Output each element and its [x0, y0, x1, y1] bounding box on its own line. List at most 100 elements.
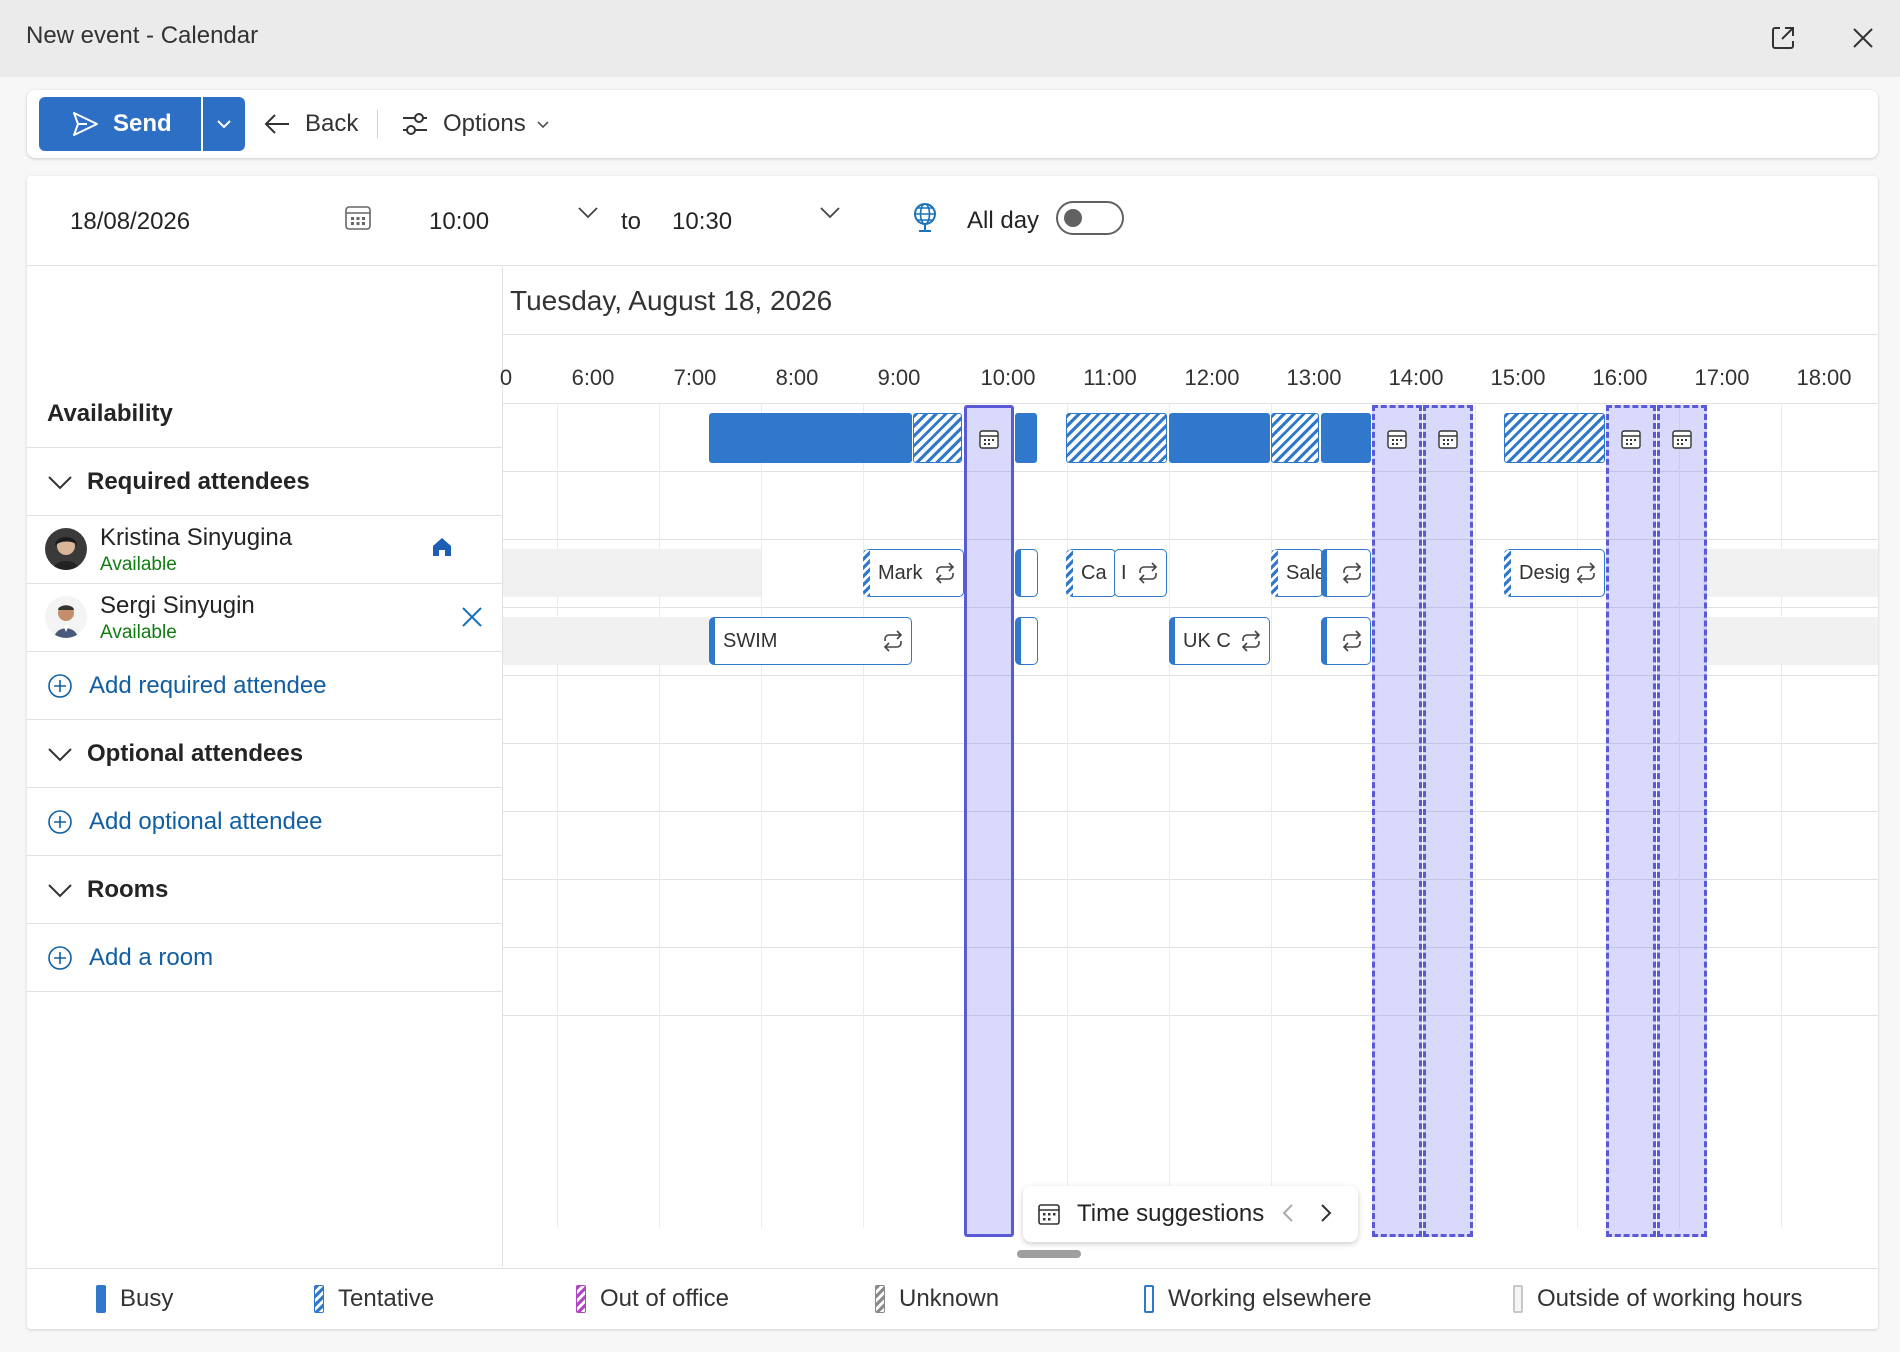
- availability-tentative-block: [1066, 413, 1167, 463]
- availability-row: Availability: [27, 380, 503, 448]
- attendee-row-kristina[interactable]: Kristina Sinyugina Available: [27, 516, 503, 584]
- avatar-sergi: [45, 596, 87, 638]
- options-label: Options: [443, 110, 526, 137]
- row-line: [503, 539, 1878, 540]
- event-label: Desig: [1519, 561, 1571, 584]
- chevron-left-icon[interactable]: [1281, 1202, 1295, 1224]
- grid-divider: [503, 334, 1878, 335]
- suggested-slot[interactable]: [1657, 405, 1707, 1237]
- hour-line: [761, 403, 762, 1228]
- scheduling-card: 18/08/2026 10:00 to 10:30 All day Availa…: [27, 176, 1878, 1329]
- event-block[interactable]: Ca: [1066, 549, 1116, 597]
- outside-working-hours: [1703, 617, 1878, 665]
- arrow-left-icon: [264, 114, 289, 134]
- options-button[interactable]: Options: [401, 97, 550, 151]
- event-block[interactable]: [1015, 617, 1038, 665]
- all-day-label: All day: [967, 207, 1040, 234]
- hour-line: [1679, 403, 1680, 1228]
- send-label: Send: [113, 110, 172, 137]
- row-line: [503, 947, 1878, 948]
- calendar-icon: [1438, 430, 1458, 449]
- attendee-row-sergi[interactable]: Sergi Sinyugin Available: [27, 584, 503, 652]
- availability-tentative-block: [1271, 413, 1319, 463]
- title-bar: New event - Calendar: [0, 0, 1900, 77]
- hour-label: 17:00: [1694, 365, 1750, 390]
- event-block[interactable]: Mark: [863, 549, 964, 597]
- close-button[interactable]: [1843, 18, 1883, 58]
- add-required-attendee[interactable]: Add required attendee: [27, 652, 503, 720]
- hour-label: 14:00: [1388, 365, 1444, 390]
- calendar-icon: [979, 430, 999, 449]
- row-line: [503, 1015, 1878, 1016]
- row-line: [503, 607, 1878, 608]
- availability-busy-block: [1321, 413, 1371, 463]
- event-block[interactable]: UK C: [1169, 617, 1270, 665]
- scheduling-grid[interactable]: Tuesday, August 18, 2026 0 6:00 7:00 8:0…: [500, 267, 1878, 1267]
- legend-label: Tentative: [338, 1285, 435, 1312]
- outside-working-hours-swatch: [1513, 1285, 1523, 1313]
- start-date-field[interactable]: 18/08/2026: [70, 208, 191, 235]
- current-meeting-slot[interactable]: [964, 405, 1014, 1237]
- out-of-office-swatch: [576, 1285, 586, 1313]
- calendar-icon[interactable]: [343, 202, 373, 232]
- pop-out-button[interactable]: [1763, 18, 1803, 58]
- attendee-name: Kristina Sinyugina: [100, 524, 293, 551]
- toggle-knob: [1064, 209, 1082, 227]
- grid-date-header: Tuesday, August 18, 2026: [510, 285, 833, 316]
- event-block[interactable]: Desig: [1504, 549, 1605, 597]
- send-icon: [73, 112, 98, 136]
- add-circle-icon: [48, 673, 72, 698]
- start-time-field[interactable]: 10:00: [429, 208, 490, 235]
- suggested-slot[interactable]: [1423, 405, 1473, 1237]
- back-button[interactable]: Back: [263, 97, 358, 151]
- attendee-panel: Availability Required attendees Kristina…: [27, 267, 503, 1267]
- suggested-slot[interactable]: [1606, 405, 1656, 1237]
- add-optional-attendee[interactable]: Add optional attendee: [27, 788, 503, 856]
- calendar-icon: [1038, 1204, 1060, 1225]
- pop-out-icon: [1772, 27, 1794, 49]
- remove-attendee-icon[interactable]: [461, 606, 483, 628]
- legend-label: Out of office: [600, 1285, 729, 1312]
- start-time-chevron-icon[interactable]: [577, 202, 599, 222]
- recurring-icon: [1138, 562, 1158, 584]
- recurring-icon: [1342, 630, 1362, 652]
- event-label: SWIM: [723, 629, 778, 652]
- end-time-field[interactable]: 10:30: [672, 208, 733, 235]
- suggested-slot[interactable]: [1372, 405, 1422, 1237]
- event-block[interactable]: [1015, 549, 1038, 597]
- availability-busy-block: [1169, 413, 1270, 463]
- event-block[interactable]: Sale: [1271, 549, 1323, 597]
- event-block[interactable]: [1321, 617, 1371, 665]
- hour-label: 18:00: [1796, 365, 1852, 390]
- chevron-down-icon: [217, 120, 231, 129]
- hour-label: 9:00: [877, 365, 921, 390]
- chevron-down-icon: [537, 120, 549, 128]
- all-day-toggle[interactable]: [1056, 201, 1124, 235]
- event-label: Sale: [1286, 561, 1323, 584]
- time-zone-globe-icon[interactable]: [910, 200, 940, 234]
- add-room[interactable]: Add a room: [27, 924, 503, 992]
- chevron-down-icon: [48, 747, 72, 761]
- outside-working-hours: [503, 549, 761, 597]
- rooms-header[interactable]: Rooms: [27, 856, 503, 924]
- toolbar-divider: [377, 110, 378, 138]
- calendar-icon: [1621, 430, 1641, 449]
- optional-attendees-header[interactable]: Optional attendees: [27, 720, 503, 788]
- chevron-right-icon[interactable]: [1319, 1202, 1333, 1224]
- window-title: New event - Calendar: [26, 22, 259, 49]
- avatar-kristina: [45, 528, 87, 570]
- send-button[interactable]: Send: [39, 97, 201, 151]
- hour-label: 13:00: [1286, 365, 1342, 390]
- event-block[interactable]: SWIM: [709, 617, 912, 665]
- outside-working-hours: [1703, 549, 1878, 597]
- event-block[interactable]: I: [1114, 549, 1167, 597]
- hour-line: [1781, 403, 1782, 1228]
- recurring-icon: [1342, 562, 1362, 584]
- send-options-dropdown[interactable]: [203, 97, 245, 151]
- close-icon: [1853, 28, 1873, 48]
- hour-label: 6:00: [571, 365, 615, 390]
- end-time-chevron-icon[interactable]: [819, 202, 841, 222]
- event-block[interactable]: [1321, 549, 1371, 597]
- required-attendees-header[interactable]: Required attendees: [27, 448, 503, 516]
- horizontal-scrollbar[interactable]: [1017, 1250, 1081, 1258]
